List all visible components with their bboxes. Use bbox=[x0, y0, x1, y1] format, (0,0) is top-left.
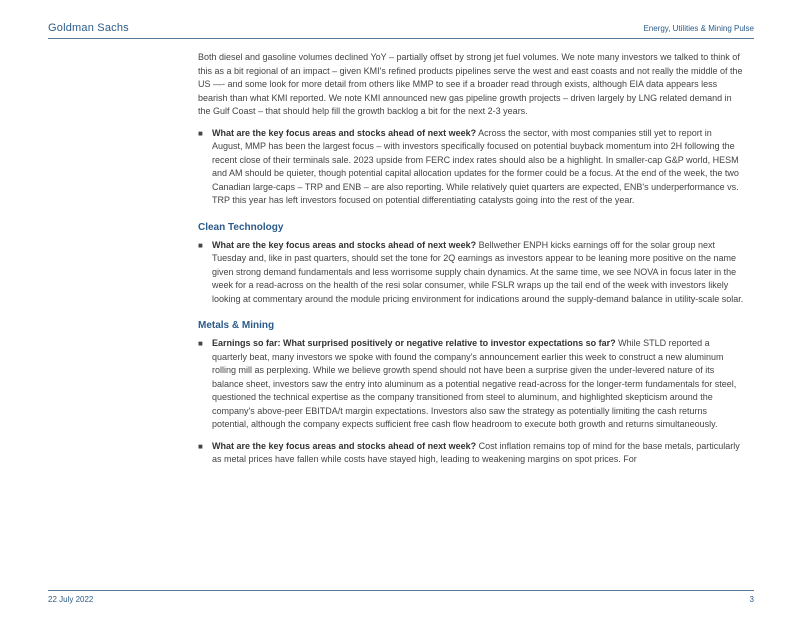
bullet-marker-icon: ■ bbox=[198, 337, 212, 432]
bullet-lead: What are the key focus areas and stocks … bbox=[212, 240, 476, 250]
bullet-lead: What are the key focus areas and stocks … bbox=[212, 128, 476, 138]
document-page: Goldman Sachs Energy, Utilities & Mining… bbox=[0, 0, 802, 620]
section-heading-metals-mining: Metals & Mining bbox=[198, 320, 744, 331]
bullet-item: ■ Earnings so far: What surprised positi… bbox=[198, 337, 744, 432]
bullet-lead: What are the key focus areas and stocks … bbox=[212, 441, 476, 451]
intro-paragraph: Both diesel and gasoline volumes decline… bbox=[198, 51, 744, 119]
bullet-text: Earnings so far: What surprised positive… bbox=[212, 337, 744, 432]
bullet-item: ■ What are the key focus areas and stock… bbox=[198, 440, 744, 467]
page-header: Goldman Sachs Energy, Utilities & Mining… bbox=[48, 22, 754, 39]
bullet-marker-icon: ■ bbox=[198, 440, 212, 467]
bullet-marker-icon: ■ bbox=[198, 239, 212, 307]
footer-page-number: 3 bbox=[750, 595, 754, 604]
brand-name: Goldman Sachs bbox=[48, 22, 129, 34]
footer-date: 22 July 2022 bbox=[48, 595, 93, 604]
page-footer: 22 July 2022 3 bbox=[48, 590, 754, 604]
bullet-marker-icon: ■ bbox=[198, 127, 212, 208]
document-title: Energy, Utilities & Mining Pulse bbox=[643, 24, 754, 33]
bullet-text: What are the key focus areas and stocks … bbox=[212, 239, 744, 307]
bullet-item: ■ What are the key focus areas and stock… bbox=[198, 239, 744, 307]
bullet-body: Across the sector, with most companies s… bbox=[212, 128, 739, 206]
body-content: Both diesel and gasoline volumes decline… bbox=[48, 51, 754, 467]
bullet-text: What are the key focus areas and stocks … bbox=[212, 127, 744, 208]
bullet-body: While STLD reported a quarterly beat, ma… bbox=[212, 338, 736, 429]
bullet-text: What are the key focus areas and stocks … bbox=[212, 440, 744, 467]
bullet-lead: Earnings so far: What surprised positive… bbox=[212, 338, 616, 348]
bullet-item: ■ What are the key focus areas and stock… bbox=[198, 127, 744, 208]
section-heading-clean-tech: Clean Technology bbox=[198, 222, 744, 233]
